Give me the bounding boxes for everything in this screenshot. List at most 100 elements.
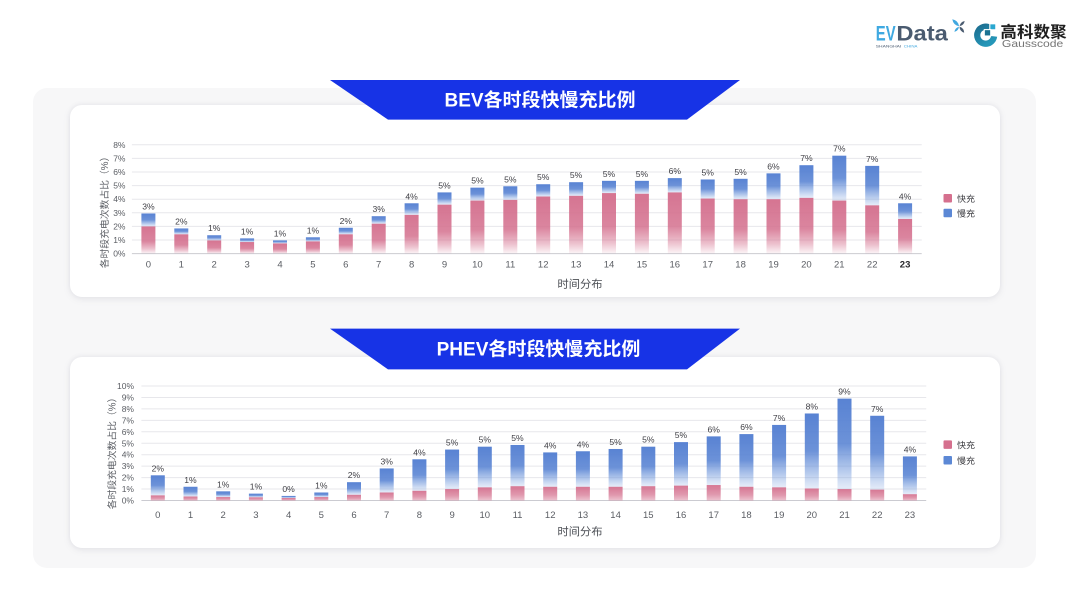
svg-text:5%: 5% — [636, 169, 649, 179]
svg-text:12: 12 — [538, 260, 549, 271]
svg-text:BEV: BEV — [444, 91, 483, 112]
svg-text:8%: 8% — [806, 401, 819, 411]
svg-text:2%: 2% — [122, 473, 135, 483]
svg-text:6%: 6% — [122, 427, 135, 437]
svg-text:4%: 4% — [405, 191, 418, 201]
svg-text:1%: 1% — [113, 235, 126, 245]
svg-text:5%: 5% — [609, 437, 622, 447]
svg-text:3%: 3% — [380, 456, 393, 466]
svg-text:2%: 2% — [175, 216, 188, 226]
svg-text:8: 8 — [417, 510, 422, 521]
svg-text:1: 1 — [188, 510, 193, 521]
svg-text:4%: 4% — [577, 439, 590, 449]
svg-text:6%: 6% — [740, 422, 753, 432]
svg-text:9%: 9% — [838, 387, 851, 397]
svg-text:4: 4 — [286, 510, 291, 521]
svg-text:Data: Data — [896, 21, 949, 45]
svg-text:1%: 1% — [241, 226, 254, 236]
svg-text:PHEV: PHEV — [437, 340, 489, 361]
svg-text:7%: 7% — [871, 404, 884, 414]
svg-text:%: % — [108, 402, 119, 411]
svg-text:5%: 5% — [471, 176, 484, 186]
svg-text:5%: 5% — [675, 430, 688, 440]
svg-text:7%: 7% — [113, 153, 126, 163]
svg-text:0: 0 — [146, 260, 151, 271]
svg-text:17: 17 — [702, 260, 713, 271]
svg-text:5: 5 — [310, 260, 315, 271]
svg-text:1%: 1% — [217, 479, 230, 489]
svg-text:0%: 0% — [282, 484, 295, 494]
svg-text:19: 19 — [774, 510, 785, 521]
svg-text:1%: 1% — [250, 482, 263, 492]
svg-text:3%: 3% — [113, 208, 126, 218]
svg-text:3: 3 — [253, 510, 258, 521]
svg-text:5%: 5% — [701, 167, 714, 177]
svg-text:23: 23 — [905, 510, 916, 521]
svg-text:13: 13 — [578, 510, 589, 521]
svg-text:Gausscode: Gausscode — [1002, 38, 1064, 50]
svg-text:5%: 5% — [113, 181, 126, 191]
svg-text:2: 2 — [221, 510, 226, 521]
svg-text:4%: 4% — [413, 447, 426, 457]
svg-text:9: 9 — [449, 510, 454, 521]
svg-text:7: 7 — [376, 260, 381, 271]
svg-text:5%: 5% — [446, 438, 459, 448]
svg-text:16: 16 — [670, 260, 681, 271]
svg-text:1%: 1% — [274, 228, 287, 238]
svg-text:11: 11 — [505, 260, 515, 271]
svg-text:1%: 1% — [122, 484, 135, 494]
svg-text:0: 0 — [155, 510, 160, 521]
svg-text:2%: 2% — [152, 463, 165, 473]
svg-text:5%: 5% — [570, 170, 583, 180]
svg-text:15: 15 — [643, 510, 654, 521]
svg-text:5%: 5% — [438, 180, 451, 190]
svg-text:8%: 8% — [122, 404, 135, 414]
svg-text:4%: 4% — [904, 444, 917, 454]
svg-text:3: 3 — [244, 260, 249, 271]
svg-text:8%: 8% — [113, 140, 126, 150]
svg-text:5%: 5% — [479, 435, 492, 445]
svg-text:7%: 7% — [833, 144, 846, 154]
svg-text:10: 10 — [472, 260, 483, 271]
svg-text:10%: 10% — [117, 381, 134, 391]
svg-text:6%: 6% — [669, 166, 682, 176]
svg-text:2%: 2% — [340, 216, 353, 226]
svg-text:15: 15 — [637, 260, 648, 271]
svg-text:3%: 3% — [122, 461, 135, 471]
svg-text:2%: 2% — [113, 221, 126, 231]
svg-text:5%: 5% — [511, 433, 524, 443]
svg-text:5: 5 — [319, 510, 324, 521]
svg-text:1: 1 — [179, 260, 184, 271]
svg-text:6%: 6% — [767, 161, 780, 171]
svg-text:20: 20 — [801, 260, 812, 271]
svg-text:2: 2 — [212, 260, 217, 271]
svg-text:23: 23 — [900, 260, 911, 271]
svg-text:5%: 5% — [504, 174, 517, 184]
svg-text:21: 21 — [834, 260, 845, 271]
svg-text:18: 18 — [741, 510, 752, 521]
svg-text:18: 18 — [735, 260, 746, 271]
svg-text:12: 12 — [545, 510, 556, 521]
svg-text:3%: 3% — [142, 201, 155, 211]
svg-text:0%: 0% — [113, 249, 126, 259]
svg-text:11: 11 — [513, 510, 523, 521]
svg-text:5%: 5% — [122, 438, 135, 448]
svg-text:1%: 1% — [208, 223, 221, 233]
svg-text:6: 6 — [351, 510, 356, 521]
svg-text:6: 6 — [343, 260, 348, 271]
svg-text:9%: 9% — [122, 392, 135, 402]
svg-text:4%: 4% — [899, 191, 912, 201]
svg-text:7%: 7% — [122, 415, 135, 425]
svg-text:7%: 7% — [866, 154, 879, 164]
svg-text:16: 16 — [676, 510, 687, 521]
svg-text:3%: 3% — [372, 204, 385, 214]
svg-text:4%: 4% — [113, 194, 126, 204]
svg-text:10: 10 — [480, 510, 491, 521]
svg-text:EV: EV — [876, 21, 896, 45]
svg-text:19: 19 — [768, 260, 779, 271]
svg-text:22: 22 — [872, 510, 883, 521]
svg-text:4%: 4% — [544, 440, 557, 450]
svg-text:7: 7 — [384, 510, 389, 521]
svg-text:13: 13 — [571, 260, 582, 271]
svg-text:6%: 6% — [707, 424, 720, 434]
